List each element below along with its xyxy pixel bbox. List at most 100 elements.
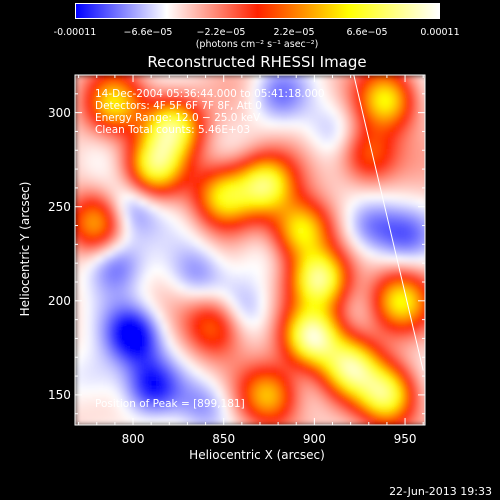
heatmap-cell [216, 182, 223, 189]
heatmap-cell [118, 91, 125, 99]
heatmap-cell [379, 108, 386, 116]
heatmap-cell [314, 368, 321, 375]
heatmap-cell [259, 300, 267, 308]
heatmap-cell [189, 402, 196, 409]
heatmap-cell [243, 278, 250, 285]
heatmap-cell [238, 165, 245, 172]
heatmap-cell [287, 289, 294, 296]
heatmap-cell [238, 368, 245, 375]
heatmap-cell [292, 329, 299, 336]
heatmap-cell [401, 170, 408, 178]
heatmap-cell [406, 193, 413, 200]
heatmap-cell [75, 75, 82, 82]
heatmap-cell [254, 193, 261, 200]
heatmap-cell [363, 137, 370, 144]
heatmap-cell [292, 86, 299, 93]
heatmap-cell [118, 221, 125, 229]
heatmap-cell [134, 137, 141, 144]
heatmap-cell [211, 91, 218, 99]
heatmap-cell [423, 221, 425, 229]
heatmap-cell [80, 131, 87, 138]
heatmap-cell [232, 374, 239, 381]
heatmap-cell [292, 306, 299, 313]
heatmap-cell [232, 312, 239, 319]
heatmap-cell [319, 238, 326, 245]
heatmap-cell [107, 182, 114, 189]
heatmap-cell [80, 329, 87, 336]
heatmap-cell [189, 351, 196, 358]
heatmap-cell [102, 362, 109, 370]
heatmap-cell [374, 75, 381, 82]
heatmap-cell [123, 385, 130, 392]
heatmap-cell [390, 210, 397, 217]
heatmap-cell [276, 306, 283, 313]
heatmap-cell [238, 80, 245, 87]
heatmap-cell [75, 176, 82, 183]
heatmap-cell [80, 97, 87, 104]
heatmap-cell [412, 402, 419, 409]
heatmap-cell [401, 154, 408, 161]
heatmap-cell [281, 137, 288, 144]
heatmap-cell [363, 278, 370, 285]
heatmap-cell [406, 266, 413, 274]
heatmap-cell [172, 204, 179, 212]
heatmap-cell [140, 142, 147, 149]
heatmap-cell [205, 295, 212, 302]
heatmap-cell [385, 142, 392, 149]
heatmap-cell [205, 283, 212, 291]
heatmap-cell [319, 408, 326, 415]
heatmap-cell [205, 75, 212, 82]
heatmap-cell [352, 97, 359, 104]
heatmap-cell [319, 125, 326, 133]
heatmap-cell [167, 379, 174, 387]
heatmap-cell [401, 238, 408, 245]
heatmap-cell [129, 154, 136, 161]
heatmap-cell [151, 300, 158, 308]
heatmap-cell [357, 396, 364, 404]
heatmap-cell [401, 244, 408, 251]
heatmap-cell [167, 221, 174, 229]
heatmap-cell [205, 413, 212, 420]
heatmap-cell [319, 250, 326, 257]
heatmap-cell [118, 374, 125, 381]
heatmap-cell [368, 345, 375, 353]
heatmap-cell [172, 385, 179, 392]
heatmap-cell [308, 75, 315, 82]
heatmap-cell [330, 312, 337, 319]
heatmap-cell [390, 396, 397, 404]
heatmap-cell [85, 357, 92, 364]
heatmap-cell [189, 86, 196, 93]
heatmap-cell [80, 266, 87, 274]
heatmap-cell [134, 120, 141, 127]
heatmap-cell [140, 368, 147, 375]
heatmap-cell [238, 300, 245, 308]
heatmap-cell [145, 97, 152, 104]
heatmap-cell [167, 148, 174, 155]
heatmap-cell [118, 165, 125, 172]
heatmap-cell [243, 131, 250, 138]
heatmap-cell [259, 306, 267, 313]
heatmap-cell [145, 402, 152, 409]
heatmap-cell [406, 182, 413, 189]
heatmap-cell [221, 137, 228, 144]
heatmap-cell [232, 114, 239, 121]
heatmap-cell [113, 154, 120, 161]
heatmap-cell [113, 216, 120, 223]
heatmap-cell [249, 261, 256, 268]
heatmap-cell [118, 170, 125, 178]
heatmap-cell [385, 300, 392, 308]
heatmap-cell [145, 340, 152, 347]
heatmap-cell [189, 300, 196, 308]
heatmap-cell [330, 261, 337, 268]
heatmap-cell [123, 103, 130, 110]
heatmap-cell [357, 114, 364, 121]
heatmap-cell [243, 340, 250, 347]
heatmap-cell [96, 345, 103, 353]
heatmap-cell [216, 351, 223, 358]
heatmap-cell [107, 176, 114, 183]
heatmap-cell [352, 261, 359, 268]
heatmap-cell [113, 238, 120, 245]
heatmap-cell [178, 362, 185, 370]
heatmap-cell [129, 374, 136, 381]
heatmap-cell [314, 255, 321, 262]
